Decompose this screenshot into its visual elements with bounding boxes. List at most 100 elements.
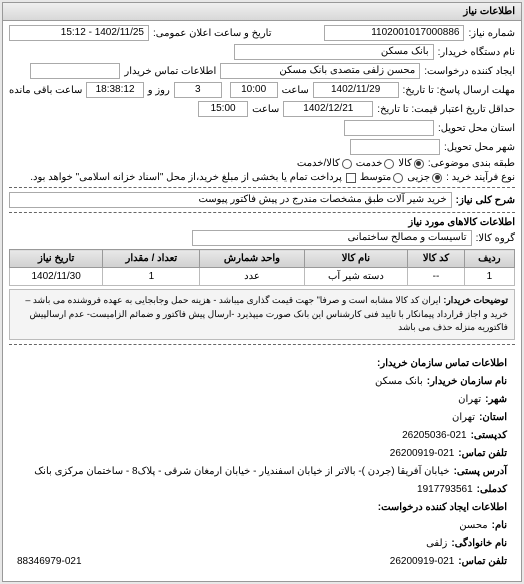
cprovince-label: استان: (479, 409, 507, 427)
goods-section-title: اطلاعات کالاهای مورد نیاز (9, 217, 515, 228)
reply-deadline-label: مهلت ارسال پاسخ: تا تاریخ: (403, 85, 515, 96)
radio-goods-icon (414, 159, 424, 169)
contact-info-field (30, 63, 120, 79)
contact-section-title: اطلاعات تماس سازمان خریدار: (377, 355, 507, 373)
address-value: خیابان آفریقا (جردن )- بالاتر از خیابان … (34, 463, 449, 481)
limit-time-label: ساعت (252, 104, 279, 115)
cell-qty: 1 (103, 268, 200, 286)
national-id-label: کدملی: (477, 481, 507, 499)
radio-partial[interactable]: جزیی (407, 172, 442, 183)
reply-time-label: ساعت (282, 85, 309, 96)
separator-2 (9, 212, 515, 213)
desc-text: ایران کد کالا مشابه است و صرفا" جهت قیمت… (25, 295, 508, 332)
row-creator: ایجاد کننده درخواست: محسن زلفی متصدی بان… (9, 63, 515, 79)
row-group-type: طبقه بندی موضوعی: کالا خدمت کالا/خدمت (9, 158, 515, 169)
limit-time-field: 15:00 (198, 101, 248, 117)
national-id-value: 1917793561 (417, 481, 473, 499)
ccity-value: تهران (458, 391, 481, 409)
goods-group-label: گروه کالا: (476, 233, 515, 244)
postal-label: کدپستی: (471, 427, 507, 445)
contact-info-label: اطلاعات تماس خریدار (124, 66, 216, 77)
treasury-checkbox[interactable] (346, 173, 356, 183)
radio-medium-label: متوسط (360, 172, 391, 183)
summary-field: خرید شیر آلات طبق مشخصات مندرج در پیش فا… (9, 192, 452, 208)
table-header-row: ردیف کد کالا نام کالا واحد شمارش تعداد /… (10, 250, 515, 268)
separator-3 (9, 344, 515, 345)
row-province: استان محل تحویل: (9, 120, 515, 136)
radio-service-label: خدمت (356, 158, 383, 169)
cphone-label: تلفن تماس: (458, 553, 507, 571)
radio-goods-service-label: کالا/خدمت (297, 158, 340, 169)
radio-medium-icon (393, 173, 403, 183)
buyer-org-field: بانک مسکن (234, 44, 434, 60)
province-field (344, 120, 434, 136)
limit-label: حداقل تاریخ اعتبار قیمت: تا تاریخ: (377, 104, 515, 115)
col-date: تاریخ نیاز (10, 250, 103, 268)
radio-goods[interactable]: کالا (398, 158, 424, 169)
req-number-label: شماره نیاز: (468, 28, 515, 39)
radio-medium[interactable]: متوسط (360, 172, 403, 183)
col-name: نام کالا (304, 250, 408, 268)
creator-label: ایجاد کننده درخواست: (424, 66, 515, 77)
radio-service-icon (384, 159, 394, 169)
info-panel: اطلاعات نیاز شماره نیاز: 110200101700088… (2, 2, 522, 582)
day-label: روز و (148, 85, 170, 96)
creator-section-label: اطلاعات ایجاد کننده درخواست: (378, 499, 507, 517)
days-remain-field: 3 (174, 82, 222, 98)
col-qty: تعداد / مقدار (103, 250, 200, 268)
panel-title: اطلاعات نیاز (3, 3, 521, 21)
row-city: شهر محل تحویل: (9, 139, 515, 155)
city-label: شهر محل تحویل: (444, 142, 515, 153)
org-label: نام سازمان خریدار: (427, 373, 507, 391)
creator-field: محسن زلفی متصدی بانک مسکن (220, 63, 420, 79)
cprovince-value: تهران (452, 409, 475, 427)
col-code: کد کالا (408, 250, 464, 268)
separator-1 (9, 187, 515, 188)
cell-unit: عدد (200, 268, 304, 286)
fname-value: محسن (459, 517, 487, 535)
goods-group-field: تاسیسات و مصالح ساختمانی (192, 230, 472, 246)
lname-value: زلفی (426, 535, 447, 553)
row-goods-group: گروه کالا: تاسیسات و مصالح ساختمانی (9, 230, 515, 246)
cphone1-value: 26200919-021 (390, 553, 455, 571)
radio-goods-service-icon (342, 159, 352, 169)
desc-label: توضیحات خریدار: (443, 295, 508, 305)
buyer-org-label: نام دستگاه خریدار: (438, 47, 515, 58)
cell-name: دسته شیر آب (304, 268, 408, 286)
hours-remain-field: 18:38:12 (86, 82, 143, 98)
cell-row-num: 1 (464, 268, 514, 286)
radio-partial-label: جزیی (407, 172, 430, 183)
lname-label: نام خانوادگی: (451, 535, 507, 553)
reply-date-field: 1402/11/29 (313, 82, 399, 98)
limit-date-field: 1402/12/21 (283, 101, 373, 117)
org-value: بانک مسکن (375, 373, 423, 391)
row-req-number: شماره نیاز: 1102001017000886 تاریخ و ساع… (9, 25, 515, 41)
panel-body: شماره نیاز: 1102001017000886 تاریخ و ساع… (3, 21, 521, 581)
row-process-type: نوع فرآیند خرید : جزیی متوسط پرداخت تمام… (9, 172, 515, 183)
postal-value: 26205036-021 (402, 427, 467, 445)
radio-service[interactable]: خدمت (356, 158, 395, 169)
row-buyer-org: نام دستگاه خریدار: بانک مسکن (9, 44, 515, 60)
radio-goods-label: کالا (398, 158, 412, 169)
radio-goods-service[interactable]: کالا/خدمت (297, 158, 352, 169)
city-field (350, 139, 440, 155)
announce-label: تاریخ و ساعت اعلان عمومی: (153, 28, 272, 39)
col-row-num: ردیف (464, 250, 514, 268)
goods-table: ردیف کد کالا نام کالا واحد شمارش تعداد /… (9, 249, 515, 286)
province-label: استان محل تحویل: (438, 123, 515, 134)
cell-date: 1402/11/30 (10, 268, 103, 286)
row-summary: شرح کلی نیاز: خرید شیر آلات طبق مشخصات م… (9, 192, 515, 208)
phone-label: تلفن تماس: (458, 445, 507, 463)
process-type-label: نوع فرآیند خرید : (446, 172, 515, 183)
cphone2-value: 88346979-021 (17, 553, 82, 571)
col-unit: واحد شمارش (200, 250, 304, 268)
row-limit: حداقل تاریخ اعتبار قیمت: تا تاریخ: 1402/… (9, 101, 515, 117)
buyer-desc-box: توضیحات خریدار: ایران کد کالا مشابه است … (9, 289, 515, 340)
group-type-label: طبقه بندی موضوعی: (428, 158, 515, 169)
fname-label: نام: (492, 517, 507, 535)
table-row: 1 -- دسته شیر آب عدد 1 1402/11/30 (10, 268, 515, 286)
announce-field: 1402/11/25 - 15:12 (9, 25, 149, 41)
summary-label: شرح کلی نیاز: (456, 195, 515, 206)
process-note: پرداخت تمام یا بخشی از مبلغ خرید،از محل … (30, 172, 342, 183)
contact-block: اطلاعات تماس سازمان خریدار: نام سازمان خ… (9, 349, 515, 577)
